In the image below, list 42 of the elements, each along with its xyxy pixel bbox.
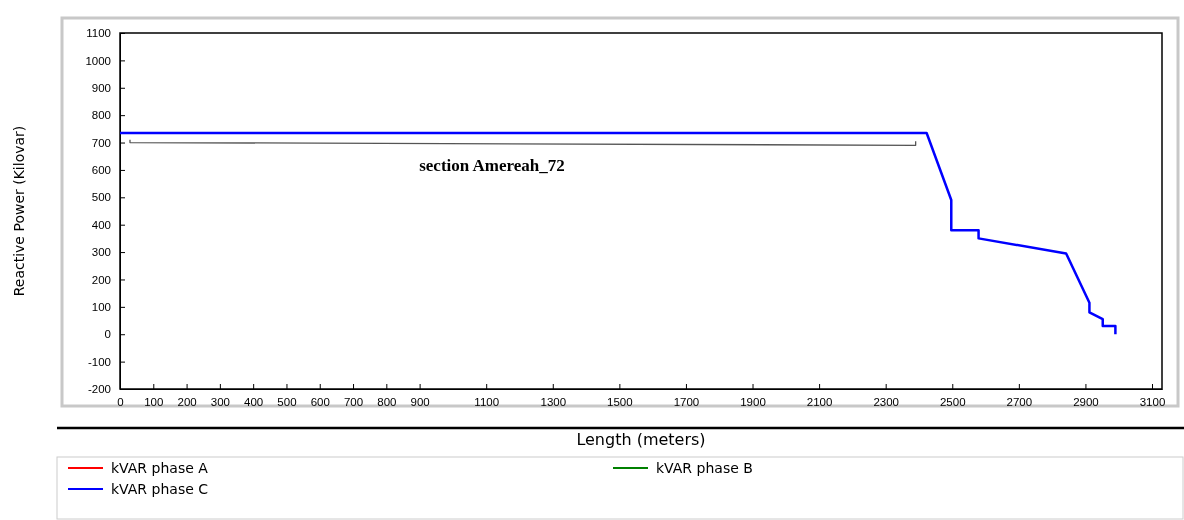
y-tick-label: 500: [91, 191, 111, 204]
x-tick-label: 2500: [939, 396, 966, 409]
y-tick-label: 200: [91, 273, 111, 286]
x-tick-label: 1700: [673, 396, 700, 409]
x-tick-label: 100: [144, 396, 164, 409]
x-tick-label: 1900: [740, 396, 766, 409]
x-tick-label: 300: [210, 396, 230, 409]
x-tick-label: 900: [410, 396, 430, 409]
y-tick-label: 400: [91, 218, 111, 231]
x-tick-label: 1100: [474, 396, 500, 409]
legend-label: kVAR phase A: [111, 460, 209, 476]
annotation: section Amereah_72: [419, 155, 565, 175]
x-tick-label: 1500: [607, 396, 633, 409]
x-tick-label: 700: [343, 396, 364, 409]
x-tick-label: 400: [244, 396, 264, 409]
x-tick-label: 3100: [1139, 396, 1166, 409]
y-tick-label: -100: [87, 355, 111, 368]
x-tick-label: 200: [177, 396, 197, 409]
y-axis-title: Reactive Power (Kilovar): [11, 125, 27, 297]
x-tick-label: 1300: [540, 396, 567, 409]
x-tick-label: 500: [277, 396, 297, 409]
x-axis-title: Length (meters): [576, 430, 706, 449]
y-tick-label: 800: [91, 109, 111, 122]
y-tick-label: 1100: [86, 27, 111, 40]
y-tick-label: 100: [91, 301, 111, 314]
line-series: [118, 131, 1117, 336]
legend-label: kVAR phase C: [111, 481, 209, 497]
x-tick-label: 800: [377, 396, 397, 409]
y-tick-label: 1000: [85, 54, 111, 67]
y-tick-label: 700: [91, 136, 111, 149]
x-tick-label: 2700: [1006, 396, 1033, 409]
x-tick-label: 0: [117, 396, 124, 409]
y-tick-label: 300: [91, 246, 111, 259]
y-tick-label: -200: [87, 383, 111, 396]
y-tick-label: 600: [91, 164, 111, 177]
x-tick-label: 2900: [1073, 396, 1099, 409]
x-tick-label: 2100: [806, 396, 833, 409]
y-tick-label: 900: [91, 81, 111, 94]
x-tick-label: 600: [310, 396, 330, 409]
legend-label: kVAR phase B: [656, 460, 753, 476]
y-tick-label: 0: [104, 328, 111, 341]
x-tick-label: 2300: [873, 396, 899, 409]
